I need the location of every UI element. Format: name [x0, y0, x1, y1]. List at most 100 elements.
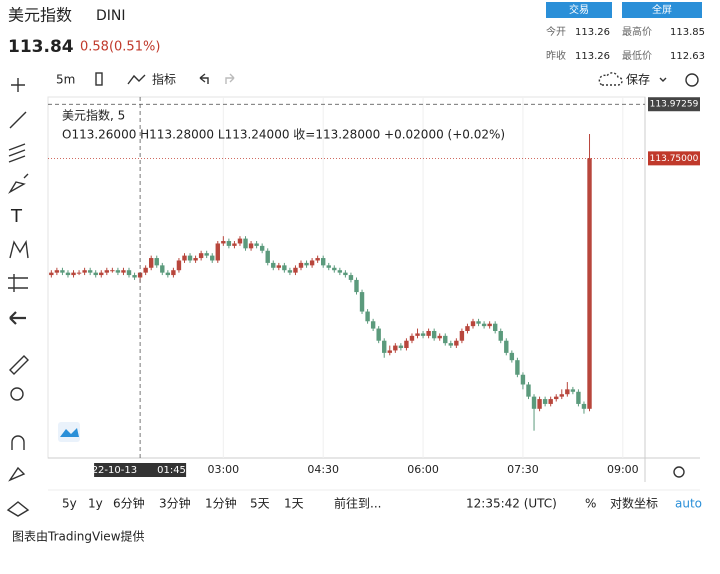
range-button[interactable]: 5天 — [250, 497, 270, 511]
stat-value: 113.85 — [670, 27, 705, 38]
candle-body — [187, 255, 193, 261]
indicator-icon[interactable] — [127, 74, 146, 85]
bottom-bar: 5y 1y 6分钟 3分钟 1分钟 5天 1天 前往到... 12:35:42 (UTC)% 对数… — [62, 496, 702, 511]
range-button[interactable]: 1分钟 — [205, 496, 237, 511]
goto-button[interactable]: 前往到... — [334, 496, 381, 511]
candle-body — [87, 270, 93, 273]
crosshair-date: 2022-10-13 — [79, 465, 137, 476]
chart-style-icon[interactable] — [95, 72, 103, 86]
candle-body — [82, 270, 87, 273]
range-button[interactable]: 5y — [62, 497, 77, 511]
candle-body — [104, 270, 110, 273]
candle-body — [309, 260, 315, 266]
stat-label: 最高价 — [622, 25, 652, 38]
left-toolbar: T — [6, 78, 80, 517]
stat-value: 113.26 — [575, 51, 610, 62]
interval[interactable]: 5m — [56, 73, 75, 87]
candle-body — [554, 396, 559, 400]
candle-body — [304, 262, 309, 266]
candle-body — [526, 384, 531, 397]
x-tick-label: 06:00 — [407, 463, 439, 476]
candle-body — [415, 333, 420, 336]
range-button[interactable]: 3分钟 — [159, 496, 191, 511]
candle-body — [476, 321, 481, 324]
candle-body — [504, 340, 509, 353]
candle-body — [165, 272, 171, 276]
candle-body — [254, 243, 259, 246]
symbol-name: 美元指数 — [8, 6, 72, 25]
candle-body — [99, 272, 104, 276]
candle-body — [210, 255, 215, 261]
brush-tool[interactable] — [8, 173, 29, 194]
redo-icon[interactable] — [225, 73, 235, 84]
candle-body — [570, 389, 576, 392]
range-button[interactable]: 1天 — [284, 497, 304, 511]
candle-body — [60, 270, 65, 273]
text-tool[interactable]: T — [10, 206, 23, 227]
log-button[interactable]: 对数坐标 — [610, 496, 658, 511]
range-button[interactable]: 1y — [88, 497, 103, 511]
trade-label[interactable]: 交易 — [569, 3, 589, 16]
ruler-tool[interactable] — [9, 355, 29, 375]
candle-body — [431, 330, 437, 339]
crosshair-tag — [94, 463, 187, 477]
settings-icon[interactable] — [685, 73, 699, 87]
hide-tool[interactable] — [6, 501, 30, 517]
percent-button[interactable]: % — [585, 497, 596, 511]
lock-tool[interactable] — [8, 466, 26, 482]
candle-body — [143, 267, 148, 273]
crosshair-tool[interactable] — [11, 78, 25, 92]
pattern-tool[interactable] — [9, 239, 29, 259]
x-tick-label: 07:30 — [507, 463, 539, 476]
indicators[interactable]: 指标 — [152, 72, 176, 87]
line-tool[interactable] — [9, 111, 27, 129]
candle-body — [171, 270, 176, 276]
candle-body — [71, 272, 76, 276]
price-tag — [648, 151, 700, 166]
clock: 12:35:42 (UTC) — [466, 497, 557, 511]
cloud-icon[interactable] — [598, 72, 623, 86]
stat-value: 113.26 — [575, 27, 610, 38]
measure-tool[interactable] — [8, 274, 28, 292]
stat-label: 今开 — [546, 25, 566, 38]
candle-body — [348, 275, 354, 280]
range-button[interactable]: 6分钟 — [113, 496, 145, 511]
plot-frame — [47, 96, 646, 459]
undo-icon[interactable] — [199, 73, 209, 84]
candle-body — [492, 323, 498, 331]
fullscreen-button[interactable] — [622, 2, 702, 18]
candle-body — [315, 258, 320, 261]
fullscreen-label[interactable]: 全屏 — [652, 3, 672, 16]
candle-body — [376, 328, 381, 341]
candle-body — [148, 258, 154, 268]
candle-body — [215, 243, 220, 261]
candle-body — [559, 394, 564, 397]
axis-settings[interactable] — [673, 466, 685, 478]
save-menu[interactable] — [659, 77, 667, 82]
candle-body — [448, 343, 454, 346]
candle-body — [282, 265, 287, 271]
candle-body — [232, 243, 237, 246]
candle-body — [576, 391, 581, 404]
candle-body — [365, 311, 370, 322]
candle-body — [221, 241, 226, 244]
zoom-tool[interactable] — [10, 387, 24, 401]
trade-button[interactable] — [546, 2, 612, 18]
auto-button[interactable]: auto — [675, 497, 702, 511]
candle-body — [243, 238, 248, 249]
candle-body — [548, 399, 553, 404]
fib-tool[interactable] — [8, 143, 26, 163]
candle-body — [160, 265, 165, 273]
back-tool[interactable] — [9, 311, 26, 325]
candle-body — [565, 389, 570, 395]
magnet-tool[interactable] — [11, 435, 25, 450]
candle-body — [481, 323, 487, 327]
candle-body — [65, 272, 71, 276]
candle-body — [204, 253, 209, 256]
candle-body — [370, 321, 376, 329]
save[interactable]: 保存 — [626, 73, 650, 87]
candle-body — [182, 255, 187, 261]
price-tag — [648, 97, 700, 112]
candle-body — [226, 241, 232, 246]
